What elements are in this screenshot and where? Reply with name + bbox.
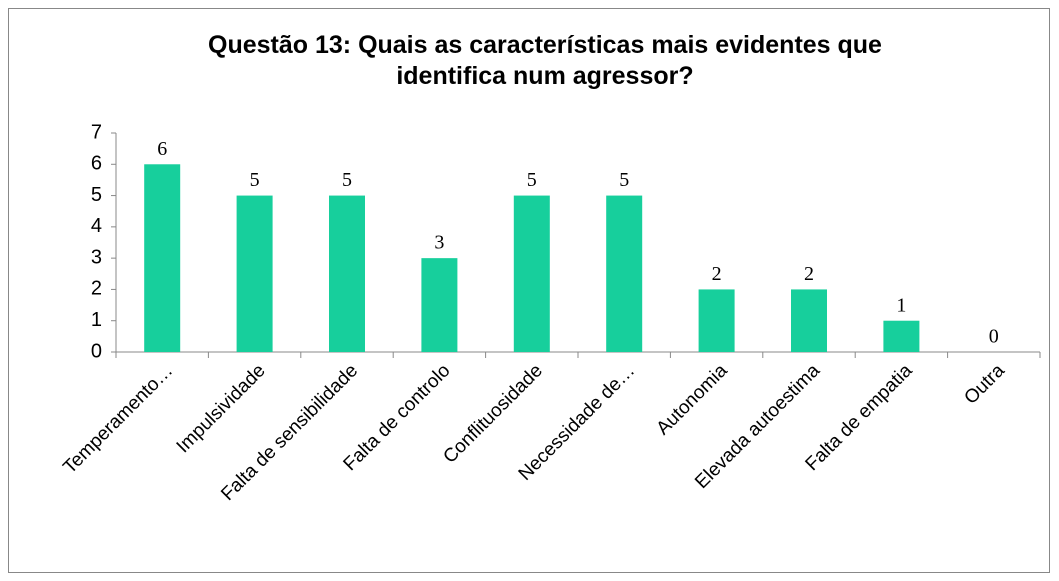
- bar: [883, 320, 920, 352]
- y-tick-label: 1: [91, 309, 102, 331]
- value-label: 2: [712, 263, 722, 285]
- y-tick-label: 4: [91, 215, 102, 237]
- bar: [236, 195, 273, 352]
- value-label: 5: [619, 169, 629, 191]
- y-tick-label: 0: [91, 340, 102, 362]
- value-label: 6: [157, 138, 167, 160]
- y-tick-label: 2: [91, 278, 102, 300]
- y-tick-label: 5: [91, 184, 102, 206]
- value-label: 0: [989, 326, 999, 348]
- value-label: 5: [527, 169, 537, 191]
- value-label: 5: [342, 169, 352, 191]
- bar: [698, 289, 735, 352]
- bar: [421, 258, 458, 352]
- bar: [606, 195, 643, 352]
- bar: [329, 195, 365, 352]
- chart-title: Questão 13: Quais as características mai…: [208, 31, 882, 90]
- y-tick-label: 7: [91, 121, 102, 143]
- bar: [791, 289, 827, 352]
- bar: [144, 164, 181, 352]
- value-label: 3: [434, 232, 444, 254]
- value-label: 1: [896, 294, 906, 316]
- value-label: 5: [250, 169, 260, 191]
- value-label: 2: [804, 263, 814, 285]
- bar: [513, 195, 550, 352]
- y-tick-label: 6: [91, 153, 102, 175]
- y-tick-label: 3: [91, 246, 102, 268]
